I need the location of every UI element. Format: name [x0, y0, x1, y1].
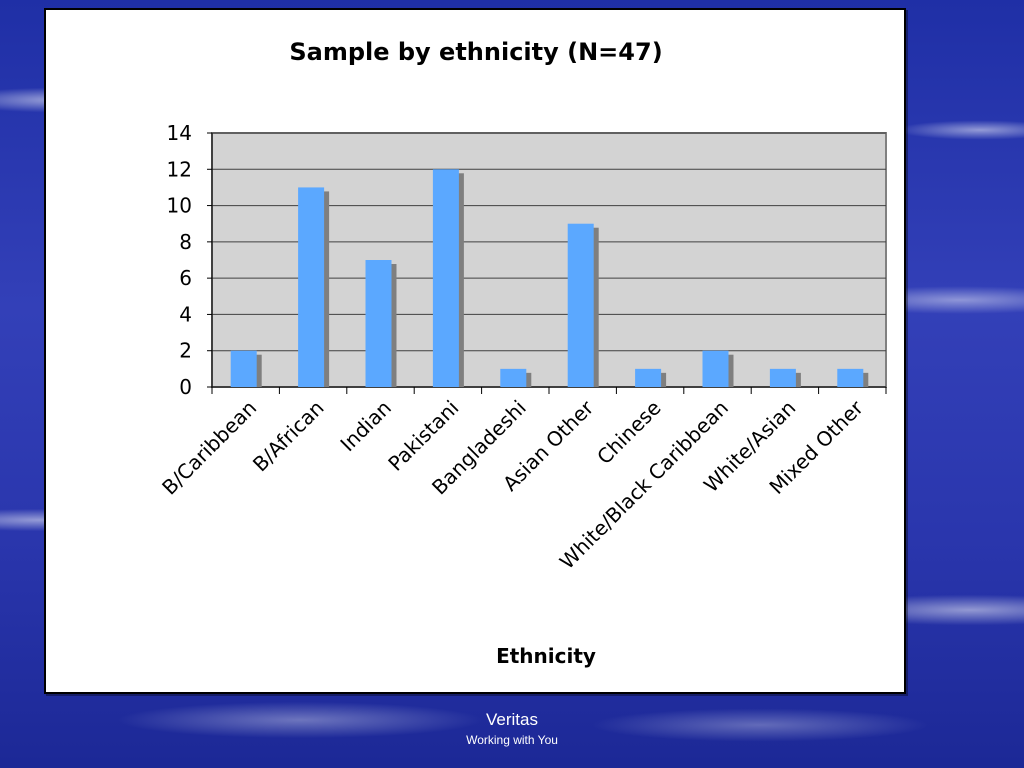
bar — [567, 223, 594, 387]
bar — [230, 350, 257, 387]
bar — [769, 368, 796, 387]
bar — [837, 368, 864, 387]
bar — [635, 368, 662, 387]
bar — [702, 350, 729, 387]
y-tick-label: 0 — [179, 375, 192, 399]
y-tick-label: 12 — [167, 157, 192, 181]
footer-brand: Veritas — [486, 710, 538, 729]
chart-title: Sample by ethnicity (N=47) — [289, 38, 662, 66]
bar — [432, 169, 459, 387]
y-tick-label: 2 — [179, 339, 192, 363]
footer-tagline: Working with You — [466, 733, 558, 747]
y-tick-label: 8 — [179, 230, 192, 254]
bar — [500, 368, 527, 387]
y-tick-label: 14 — [167, 121, 192, 145]
x-tick-label: B/Caribbean — [157, 396, 261, 500]
x-tick-label: B/African — [248, 396, 329, 477]
x-axis-title: Ethnicity — [496, 644, 596, 668]
bar — [365, 260, 392, 387]
x-tick-label: Indian — [335, 396, 396, 457]
chart-frame: Sample by ethnicity (N=47) 0 2 4 6 8 10 12 14 B/… — [44, 8, 906, 694]
bar-chart: Sample by ethnicity (N=47) 0 2 4 6 8 10 12 14 B/… — [157, 38, 887, 668]
y-tick-label: 10 — [167, 194, 192, 218]
bar — [298, 187, 325, 387]
y-tick-label: 6 — [179, 266, 192, 290]
y-tick-label: 4 — [179, 302, 192, 326]
